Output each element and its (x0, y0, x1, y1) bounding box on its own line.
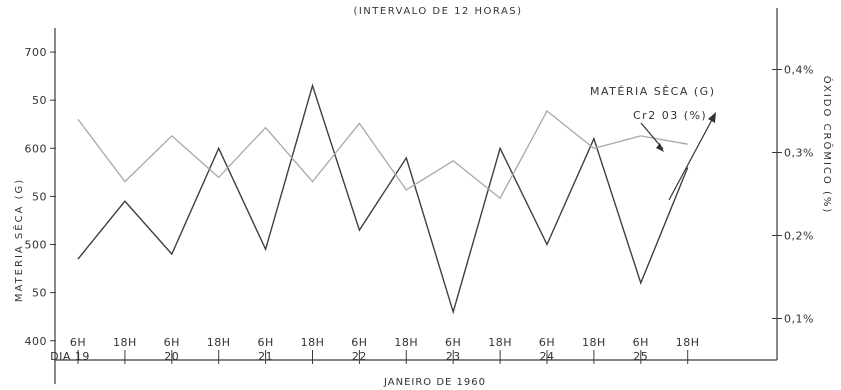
legend-entry-materia-seca: MATÉRIA SÊCA (G) (590, 85, 715, 98)
legend-entry-cr2o3: Cr2 03 (%) (633, 109, 707, 122)
y2-tick-label: 0,4% (784, 64, 814, 77)
x-tick-label: 6H (257, 336, 273, 349)
left-axis-title: MATERIA SÊCA (G) (12, 178, 25, 302)
y-tick-label: 700 (25, 46, 48, 59)
y-tick-label: 400 (25, 335, 48, 348)
y-tick-label: 50 (32, 94, 47, 107)
y2-tick-label: 0,2% (784, 230, 814, 243)
x-tick-label: 6H (351, 336, 367, 349)
y2-tick-label: 0,3% (784, 147, 814, 160)
y-tick-label: 50 (32, 190, 47, 203)
x-tick-label: 6H (164, 336, 180, 349)
x-day-label: 23 (446, 350, 461, 363)
x-day-label: 22 (352, 350, 367, 363)
x-day-label: DIA 19 (50, 350, 90, 363)
y-tick-label: 600 (25, 142, 48, 155)
x-tick-label: 18H (394, 336, 418, 349)
series-lines (77, 83, 689, 315)
chart-title: (INTERVALO DE 12 HORAS) (353, 6, 522, 17)
right-axis-title: ÓXIDO CRÔMICO (%) (821, 76, 834, 215)
legend: MATÉRIA SÊCA (G) Cr2 03 (%) (590, 85, 716, 201)
x-tick-label: 6H (70, 336, 86, 349)
x-tick-label: 18H (488, 336, 512, 349)
legend-arrow-materia-seca-head (656, 143, 664, 152)
x-tick-label: 18H (676, 336, 700, 349)
x-day-label: 20 (164, 350, 179, 363)
y-tick-label: 50 (32, 287, 47, 300)
x-tick-label: 6H (445, 336, 461, 349)
x-tick-label: 18H (207, 336, 231, 349)
x-day-label: 24 (540, 350, 555, 363)
series-line-materia-seca (77, 83, 689, 315)
x-tick-label: 6H (633, 336, 649, 349)
x-ticks: 6H 18H 6H 18H 6H 18H 6H 18H 6H 18H 6H 18H 6H 18H DIA 1… (50, 336, 699, 364)
y2-tick-label: 0,1% (784, 313, 814, 326)
y2-ticks: 0,4% 0,3% 0,2% 0,1% (772, 64, 814, 326)
x-tick-label: 18H (301, 336, 325, 349)
series-line-cr2o3 (77, 110, 688, 200)
x-day-label: 25 (633, 350, 648, 363)
y-ticks: 700 50 600 50 500 50 400 (25, 46, 56, 348)
x-tick-label: 6H (539, 336, 555, 349)
x-axis-title: JANEIRO DE 1960 (383, 377, 486, 388)
legend-arrow-cr2o3 (668, 115, 715, 201)
legend-arrow-cr2o3-head (708, 112, 716, 123)
y-tick-label: 500 (25, 239, 48, 252)
x-tick-label: 18H (113, 336, 137, 349)
x-day-label: 21 (258, 350, 273, 363)
x-tick-label: 18H (582, 336, 606, 349)
